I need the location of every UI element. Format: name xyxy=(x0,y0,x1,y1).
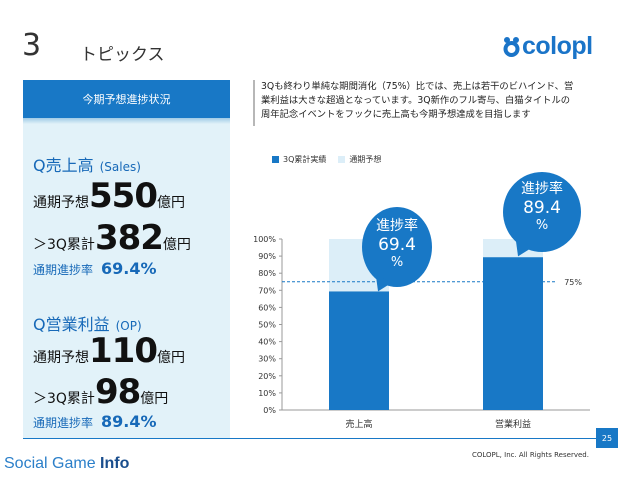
op-title: Q営業利益 (OP) xyxy=(33,311,142,335)
op-callout-unit: % xyxy=(535,218,549,233)
y-tick-label: 0% xyxy=(263,406,276,415)
description: 3Qも終わり単純な期間消化（75%）比では、売上は若干のビハインド、営 業利益は… xyxy=(253,80,618,126)
op-title-ja: Q営業利益 xyxy=(33,315,110,334)
sales-forecast-unit: 億円 xyxy=(156,195,185,211)
category-label: 売上高 xyxy=(345,418,372,430)
sales-progress-callout: 進捗率 69.4 % xyxy=(362,207,432,287)
sales-callout-value: 69.4 xyxy=(378,235,416,255)
footer-divider xyxy=(23,438,618,439)
op-forecast-unit: 億円 xyxy=(156,350,185,366)
watermark: Social Game Info xyxy=(4,455,129,473)
description-line: 周年記念イベントをフックに売上高も今期予想達成を目指します xyxy=(261,109,531,120)
page-number: 25 xyxy=(596,428,618,448)
op-actual: ＞3Q累計98億円 xyxy=(33,372,168,412)
legend-label-forecast: 通期予想 xyxy=(349,155,382,164)
watermark-bold: Info xyxy=(100,455,130,472)
op-rate-label: 通期進捗率 xyxy=(33,416,94,430)
sales-actual-unit: 億円 xyxy=(162,237,191,253)
legend-item-actual: 3Q累計実績 xyxy=(272,154,326,165)
sales-forecast-label: 通期予想 xyxy=(33,195,89,211)
sales-rate-value: 69.4% xyxy=(101,259,157,278)
y-tick-label: 20% xyxy=(258,372,276,381)
reference-label: 75% xyxy=(564,278,582,287)
legend-swatch-forecast xyxy=(338,156,346,163)
y-tick-label: 10% xyxy=(258,389,276,398)
category-label: 営業利益 xyxy=(495,418,531,430)
op-actual-label: ＞3Q累計 xyxy=(33,391,95,407)
description-line: 3Qも終わり単純な期間消化（75%）比では、売上は若干のビハインド、営 xyxy=(261,81,574,92)
op-forecast-label: 通期予想 xyxy=(33,350,89,366)
sales-forecast: 通期予想550億円 xyxy=(33,176,185,216)
op-rate: 通期進捗率 89.4% xyxy=(33,412,157,431)
sales-rate-label: 通期進捗率 xyxy=(33,263,94,277)
y-tick-label: 80% xyxy=(258,269,276,278)
copyright: COLOPL, Inc. All Rights Reserved. xyxy=(472,451,589,459)
op-forecast-value: 110 xyxy=(89,331,158,371)
description-line: 業利益は大きな超過となっています。3Q新作のフル寄与、白猫タイトルの xyxy=(261,95,571,106)
sales-callout-title: 進捗率 xyxy=(376,218,418,234)
sales-title: Q売上高 (Sales) xyxy=(33,152,141,176)
op-progress-callout: 進捗率 89.4 % xyxy=(503,172,581,252)
op-callout-title: 進捗率 xyxy=(521,181,563,197)
op-actual-unit: 億円 xyxy=(140,391,169,407)
legend-label-actual: 3Q累計実績 xyxy=(283,155,327,164)
y-tick-label: 90% xyxy=(258,252,276,261)
sales-actual-label: ＞3Q累計 xyxy=(33,237,95,253)
op-rate-value: 89.4% xyxy=(101,412,157,431)
colopl-bear-icon xyxy=(503,37,520,57)
op-callout-value: 89.4 xyxy=(523,198,561,218)
watermark-text: Social Game xyxy=(4,455,101,472)
bar-actual xyxy=(329,291,389,410)
slide-title: トピックス xyxy=(80,45,165,65)
legend-item-forecast: 通期予想 xyxy=(338,154,381,165)
y-tick-label: 40% xyxy=(258,338,276,347)
sales-rate: 通期進捗率 69.4% xyxy=(33,259,157,278)
bar-actual xyxy=(483,257,543,410)
op-forecast: 通期予想110億円 xyxy=(33,331,185,371)
y-tick-label: 60% xyxy=(258,303,276,312)
panel-heading: 今期予想進捗状況 xyxy=(23,80,230,118)
y-tick-label: 100% xyxy=(253,235,276,244)
progress-panel xyxy=(23,80,230,438)
logo-text: colopl xyxy=(522,32,593,60)
panel-heading-shadow xyxy=(23,118,230,124)
y-tick-label: 50% xyxy=(258,321,276,330)
slide-number: 3 xyxy=(22,28,42,63)
sales-actual-value: 382 xyxy=(94,218,164,258)
y-tick-label: 70% xyxy=(258,286,276,295)
y-tick-label: 30% xyxy=(258,355,276,364)
sales-actual: ＞3Q累計382億円 xyxy=(33,218,191,258)
legend-swatch-actual xyxy=(272,156,279,163)
sales-callout-unit: % xyxy=(390,255,404,270)
sales-title-en: (Sales) xyxy=(99,160,141,174)
op-actual-value: 98 xyxy=(94,372,141,412)
colopl-logo: colopl xyxy=(502,32,618,64)
chart-legend: 3Q累計実績 通期予想 xyxy=(272,154,381,165)
sales-forecast-value: 550 xyxy=(89,176,158,216)
sales-title-ja: Q売上高 xyxy=(33,156,94,175)
op-title-en: (OP) xyxy=(115,319,142,333)
